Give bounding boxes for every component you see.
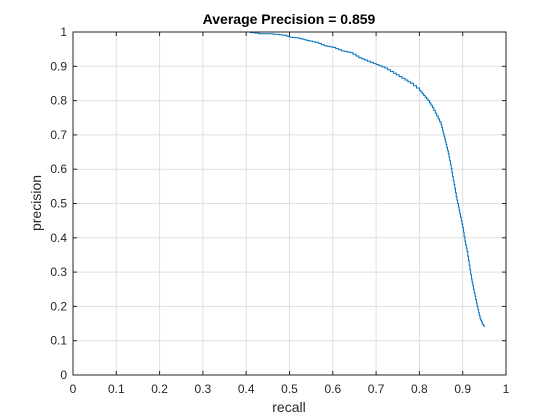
y-tick-label: 1 (60, 25, 67, 39)
y-axis-label: precision (28, 175, 44, 231)
x-tick-label: 0.5 (281, 382, 298, 396)
grid-lines (72, 31, 507, 376)
y-tick-label: 0.7 (50, 128, 67, 142)
y-tick-label: 0.2 (50, 299, 67, 313)
y-tick-label: 0.1 (50, 334, 67, 348)
x-tick-label: 0.7 (368, 382, 385, 396)
x-tick-label: 0.4 (238, 382, 255, 396)
x-tick-label: 0.1 (108, 382, 125, 396)
x-tick-label: 1 (503, 382, 510, 396)
y-tick-label: 0.8 (50, 94, 67, 108)
plot-area-box (72, 31, 507, 376)
series-layer (73, 31, 485, 327)
y-tick-label: 0.3 (50, 265, 67, 279)
y-tick-label: 0.6 (50, 162, 67, 176)
x-tick-label: 0.9 (454, 382, 471, 396)
chart-title: Average Precision = 0.859 (203, 11, 376, 27)
y-tick-label: 0 (60, 368, 67, 382)
x-tick-label: 0.2 (151, 382, 168, 396)
x-tick-label: 0.8 (411, 382, 428, 396)
y-tick-label: 0.5 (50, 197, 67, 211)
y-tick-label: 0.9 (50, 59, 67, 73)
x-axis-label: recall (272, 399, 305, 415)
y-tick-label: 0.4 (50, 231, 67, 245)
pr-curve-line (73, 31, 485, 327)
x-tick-label: 0.6 (324, 382, 341, 396)
y-axis-ticks: 0 0.1 0.2 0.3 0.4 0.5 0.6 0.7 0.8 0.9 1 (50, 25, 506, 382)
x-tick-label: 0 (70, 382, 77, 396)
x-tick-label: 0.3 (195, 382, 212, 396)
